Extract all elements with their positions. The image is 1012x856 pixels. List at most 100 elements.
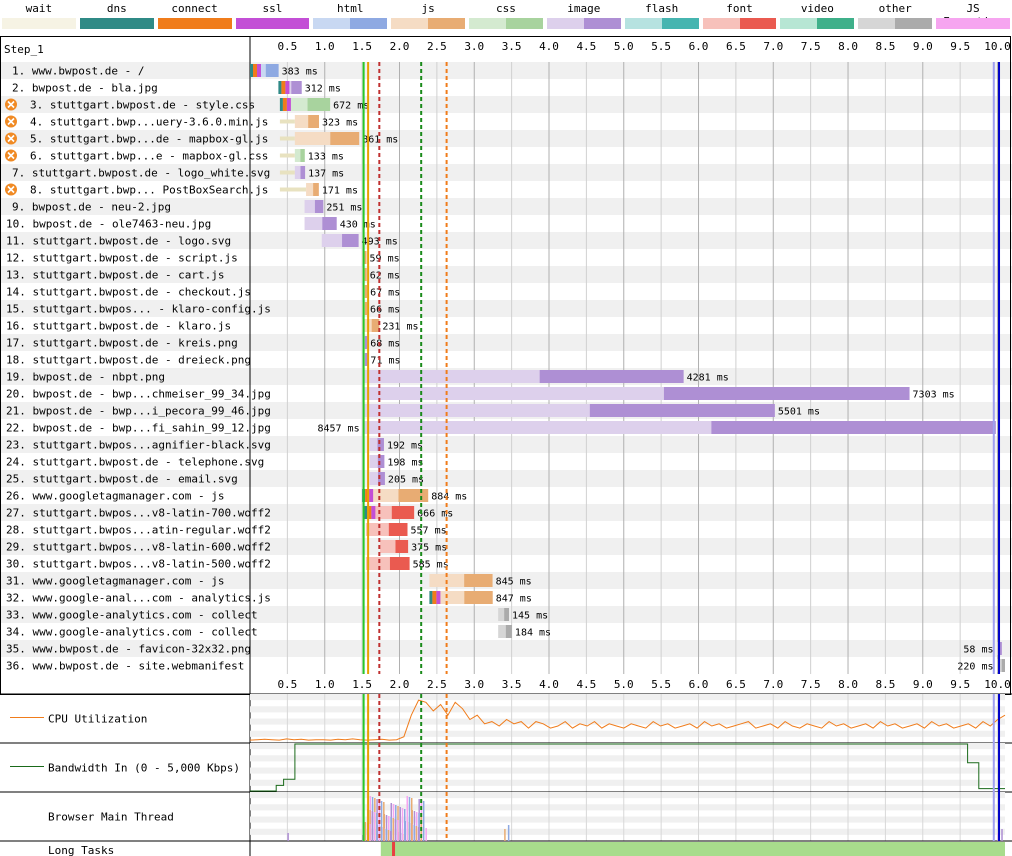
row-background [0,351,1012,368]
legend-item-wait: wait [0,0,78,32]
bar-connect [282,98,287,111]
request-label: 17. stuttgart.bwpost.de - kreis.png [6,337,238,350]
bar-download [322,217,337,230]
panel-label: Long Tasks [48,844,114,856]
duration-label: 66 ms [370,305,400,316]
bar-download [377,455,385,468]
duration-label: 67 ms [370,288,400,299]
bar-wait [279,119,295,124]
duration-label: 884 ms [431,492,467,503]
row-background [0,249,1012,266]
bar-dns [279,98,283,111]
panel-stripe [250,804,1005,811]
panel-stripe [250,828,1005,835]
duration-label: 847 ms [496,594,532,605]
duration-label: 557 ms [411,526,447,537]
tick-label-bottom: 1.0 [315,678,335,691]
tick-label-bottom: 6.5 [726,678,746,691]
main-thread-spike [397,820,399,841]
bar-ttfb [369,438,378,451]
bar-ttfb [294,149,301,162]
legend-label: flash [645,2,679,15]
bar-download [265,64,279,77]
legend: wait dns connect ssl html js css image flash font… [0,0,1012,32]
request-label: 1. www.bwpost.de - / [12,65,144,78]
request-label: 30. stuttgart.bwpos...v8-latin-500.woff2 [6,558,271,571]
tick-label-top: 5.0 [614,40,634,53]
row-background [0,504,1012,521]
tick-label-bottom: 0.5 [277,678,297,691]
tick-label-bottom: 6.0 [689,678,709,691]
bar-download [364,285,368,298]
bar-download [505,625,512,638]
warning-icon-cross [7,117,15,126]
main-thread-spike [376,813,378,841]
request-label: 13. stuttgart.bwpost.de - cart.js [6,269,225,282]
tick-label-top: 1.5 [352,40,372,53]
row-background [0,640,1012,657]
main-thread-spike [373,812,376,841]
main-thread-spike [422,801,425,841]
bar-ttfb [369,472,379,485]
duration-label: 231 ms [382,322,418,333]
bar-ttfb [498,608,505,621]
main-thread-spike [504,829,506,841]
duration-label: 58 ms [963,645,993,656]
main-thread-spike [390,817,392,841]
request-label: 14. stuttgart.bwpost.de - checkout.js [6,286,251,299]
legend-item-image: image [545,0,623,32]
tick-label-top: 3.5 [502,40,522,53]
legend-label: css [496,2,516,15]
step-label: Step_1 [4,43,44,56]
row-background [0,164,1012,181]
row-background [0,266,1012,283]
long-task-marker [392,842,396,856]
duration-label: 375 ms [411,543,447,554]
legend-swatch [936,18,1010,29]
duration-label: 71 ms [370,356,400,367]
legend-swatch [702,18,777,29]
tick-label-top: 0.5 [277,40,297,53]
bar-download [291,81,302,94]
tick-label-top: 3.0 [464,40,484,53]
bar-download [504,608,510,621]
request-label: 10. bwpost.de - ole7463-neu.jpg [6,218,211,231]
row-background [0,198,1012,215]
bar-ttfb [369,455,378,468]
bar-ttfb [294,132,331,145]
tick-label-bottom: 4.5 [576,678,596,691]
bar-ttfb [498,625,506,638]
main-thread-spike [385,815,388,841]
row-background [0,283,1012,300]
row-background [0,436,1012,453]
request-label: 36. www.bwpost.de - site.webmanifest [6,660,244,673]
header-row [0,36,1012,61]
bar-download [378,472,385,485]
tick-label-bottom: 3.0 [464,678,484,691]
bar-download [371,319,380,332]
panel-stripe [250,743,1005,750]
row-background [0,130,1012,147]
tick-label-bottom: 8.5 [875,678,895,691]
duration-label: 68 ms [370,339,400,350]
tick-label-top: 6.5 [726,40,746,53]
main-thread-spike [371,811,374,841]
bar-download [1001,659,1005,672]
bar-download [589,404,775,417]
legend-item-font: font [701,0,779,32]
panel-label: Bandwidth In (0 - 5,000 Kbps) [48,762,240,775]
legend-item-css: css [467,0,545,32]
request-label: 18. stuttgart.bwpost.de - dreieck.png [6,354,251,367]
bar-download [395,540,409,553]
tick-label-bottom: 5.5 [651,678,671,691]
legend-label: html [337,2,364,15]
panel-stripe [250,730,1005,737]
legend-label: ssl [262,2,283,15]
main-thread-spike [1001,829,1003,841]
panel-stripe [250,755,1005,762]
request-label: 6. stuttgart.bwp...e - mapbox-gl.css [30,150,268,163]
legend-swatch [469,18,543,29]
row-background [0,300,1012,317]
legend-item-ssl: ssl [234,0,312,32]
tick-label-top: 7.5 [801,40,821,53]
